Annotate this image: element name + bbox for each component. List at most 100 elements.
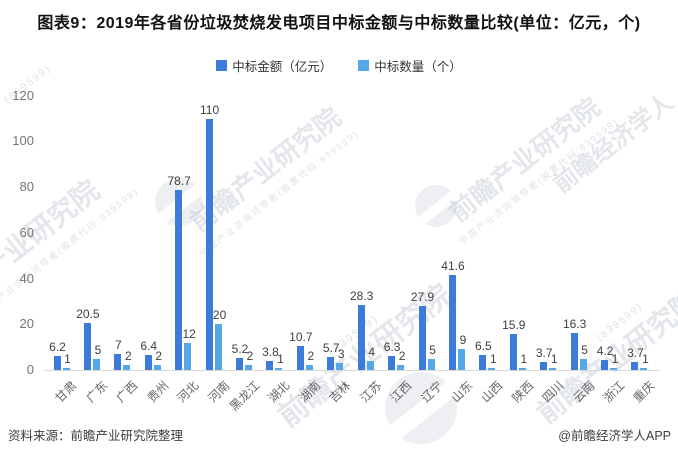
count-label-河北: 12 — [182, 326, 196, 341]
legend-item-0: 中标金额（亿元） — [216, 56, 332, 75]
x-axis-label-湖北: 湖北 — [265, 378, 293, 406]
x-axis-label-山东: 山东 — [448, 378, 476, 406]
bar-amount-黑龙江 — [236, 358, 244, 370]
x-axis-label-广西: 广西 — [113, 378, 141, 406]
amount-label-四川: 3.7 — [535, 345, 553, 360]
x-axis-line — [44, 370, 660, 371]
legend-label: 中标金额（亿元） — [232, 60, 333, 74]
bar-count-甘肃 — [62, 367, 70, 370]
amount-label-山东: 41.6 — [441, 258, 465, 273]
bar-amount-山东 — [448, 274, 456, 370]
amount-label-江西: 6.3 — [383, 339, 401, 354]
amount-label-河北: 78.7 — [167, 174, 191, 189]
count-label-江苏: 4 — [368, 344, 376, 359]
bar-count-陕西 — [518, 367, 526, 370]
bar-count-江苏 — [366, 360, 374, 370]
x-axis-label-辽宁: 辽宁 — [417, 378, 445, 406]
count-label-云南: 5 — [581, 342, 588, 357]
legend-label: 中标数量（个） — [374, 60, 462, 74]
x-axis-label-云南: 云南 — [570, 378, 597, 406]
amount-label-湖北: 3.8 — [262, 345, 279, 360]
bar-amount-河南 — [205, 118, 213, 370]
count-label-湖南: 2 — [307, 349, 315, 364]
count-label-广东: 5 — [94, 342, 102, 357]
y-axis-tick: 0 — [26, 362, 34, 377]
bar-amount-河北 — [175, 190, 183, 370]
bar-count-辽宁 — [427, 358, 435, 370]
chart-title: 图表9：2019年各省份垃圾焚烧发电项目中标金额与中标数量比较(单位：亿元，个) — [37, 15, 641, 32]
count-label-甘肃: 1 — [64, 351, 71, 366]
x-axis-label-四川: 四川 — [539, 378, 567, 406]
bar-amount-辽宁 — [418, 306, 426, 370]
count-label-重庆: 1 — [642, 351, 649, 366]
x-axis-label-江西: 江西 — [387, 378, 415, 406]
y-axis-tick: 100 — [12, 133, 34, 149]
bar-count-广东 — [92, 358, 100, 370]
amount-label-山西: 6.5 — [475, 339, 492, 354]
bar-amount-山西 — [479, 355, 487, 370]
chart-legend: 中标金额（亿元） 中标数量（个） — [0, 56, 678, 75]
x-axis-label-重庆: 重庆 — [630, 378, 658, 406]
x-axis-label-湖南: 湖南 — [296, 378, 324, 406]
x-axis-label-河北: 河北 — [174, 378, 202, 406]
legend-swatch-icon — [216, 60, 228, 71]
bar-amount-重庆 — [631, 361, 639, 370]
amount-label-湖南: 10.7 — [289, 329, 313, 344]
bar-count-山西 — [488, 367, 496, 370]
bar-count-贵州 — [153, 365, 161, 370]
bar-count-云南 — [579, 358, 587, 370]
bar-count-江西 — [397, 365, 405, 370]
bar-amount-江西 — [388, 355, 396, 370]
bar-amount-江苏 — [357, 305, 365, 370]
count-label-河南: 20 — [212, 308, 227, 323]
count-label-贵州: 2 — [155, 349, 163, 364]
count-label-浙江: 1 — [611, 351, 619, 366]
amount-label-江苏: 28.3 — [350, 289, 374, 304]
bar-amount-浙江 — [601, 360, 609, 370]
count-label-四川: 1 — [550, 351, 558, 366]
x-axis-label-甘肃: 甘肃 — [52, 378, 80, 406]
x-axis-label-黑龙江: 黑龙江 — [226, 378, 263, 414]
bar-amount-贵州 — [144, 355, 152, 370]
bar-count-吉林 — [336, 363, 344, 370]
count-label-山东: 9 — [459, 333, 467, 348]
amount-label-辽宁: 27.9 — [410, 290, 435, 305]
amount-label-重庆: 3.7 — [627, 345, 644, 360]
count-label-江西: 2 — [398, 349, 406, 364]
count-label-广西: 2 — [124, 349, 132, 364]
amount-label-陕西: 15.9 — [502, 317, 526, 332]
amount-label-广东: 20.5 — [76, 307, 100, 322]
bar-amount-广西 — [114, 353, 122, 370]
count-label-辽宁: 5 — [429, 342, 436, 357]
amount-label-吉林: 5.7 — [322, 340, 340, 355]
bar-amount-广东 — [83, 323, 91, 370]
bar-amount-甘肃 — [53, 355, 61, 370]
x-axis-label-陕西: 陕西 — [509, 378, 537, 406]
y-axis-tick: 80 — [19, 179, 34, 195]
amount-label-云南: 16.3 — [562, 316, 587, 331]
bar-count-四川 — [549, 367, 557, 370]
y-axis-tick: 120 — [12, 87, 34, 103]
bar-count-河北 — [184, 342, 192, 370]
x-axis-label-浙江: 浙江 — [600, 378, 628, 406]
bar-amount-湖南 — [296, 345, 304, 370]
count-label-吉林: 3 — [337, 347, 345, 362]
bar-amount-湖北 — [266, 361, 274, 370]
x-axis-label-广东: 广东 — [83, 378, 111, 406]
bar-count-山东 — [457, 349, 465, 370]
bar-amount-陕西 — [509, 333, 517, 370]
bar-count-河南 — [214, 324, 222, 370]
x-axis-label-贵州: 贵州 — [144, 378, 172, 406]
legend-item-1: 中标数量（个） — [358, 56, 462, 75]
bar-count-湖南 — [305, 365, 313, 370]
y-axis-tick: 60 — [19, 224, 34, 240]
source-note: 资料来源：前瞻产业研究院整理 — [8, 429, 184, 443]
count-label-陕西: 1 — [520, 351, 528, 366]
credit-note: @前瞻经济学人APP — [558, 429, 671, 443]
y-axis-tick: 40 — [19, 270, 34, 286]
bar-amount-四川 — [540, 361, 548, 370]
amount-label-黑龙江: 5.2 — [231, 342, 249, 357]
amount-label-广西: 7 — [114, 337, 122, 352]
